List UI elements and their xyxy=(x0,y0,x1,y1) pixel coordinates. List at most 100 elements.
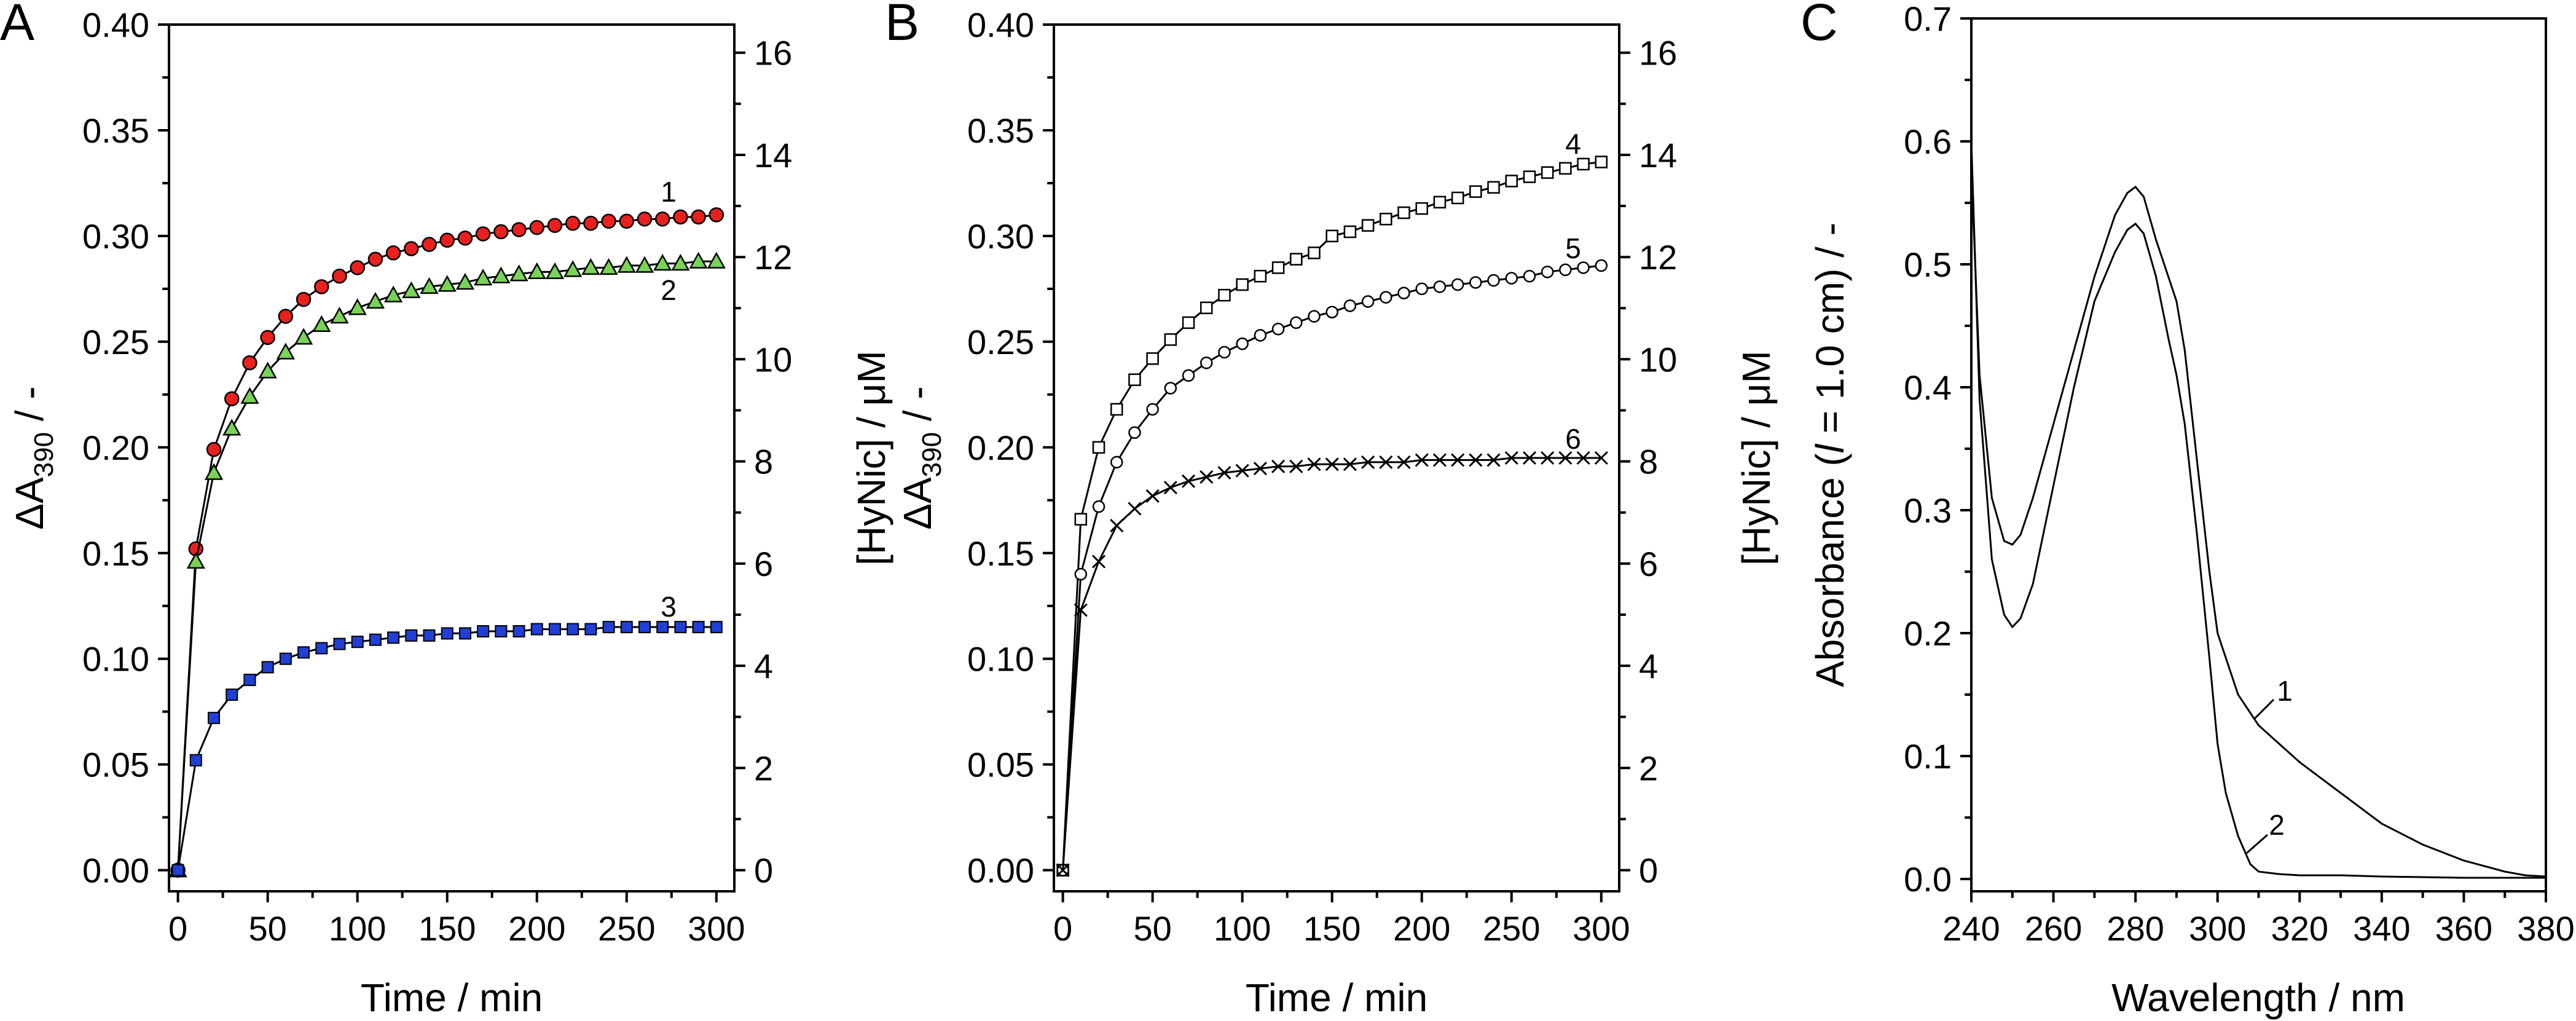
series-4-point xyxy=(1397,206,1410,219)
y-tick-label: 0.15 xyxy=(967,534,1034,573)
series-6-point xyxy=(1541,451,1555,465)
y-tick-label: 0.35 xyxy=(82,111,149,150)
y-tick-label: 0.20 xyxy=(967,428,1034,467)
series-6-point xyxy=(1325,457,1339,471)
panel-b-curve-label-5: 5 xyxy=(1565,232,1581,264)
panel-a-y-axis-title: ΔA390 / - xyxy=(7,386,59,530)
series-6-point xyxy=(1110,518,1124,533)
x-tick-label: 0 xyxy=(1053,909,1072,948)
series-6-point xyxy=(1343,457,1357,471)
series-4-point xyxy=(1361,219,1375,232)
series-5-point xyxy=(1182,369,1195,382)
series-2-point xyxy=(564,260,583,277)
series-6-point xyxy=(1522,451,1537,465)
series-3-point xyxy=(261,661,274,674)
panel-b-series xyxy=(1056,156,1608,877)
series-5-point xyxy=(1146,403,1159,416)
series-3-point xyxy=(279,652,292,665)
series-2-point xyxy=(330,307,349,324)
series-3-point xyxy=(351,636,364,648)
series-2-point xyxy=(671,254,690,271)
series-3-point xyxy=(710,621,723,634)
series-2-point xyxy=(455,272,475,290)
y-tick-label: 0.00 xyxy=(82,851,149,890)
series-4-point xyxy=(1218,288,1231,302)
panel-b-x-axis-title: Time / min xyxy=(1246,976,1427,1020)
panel-a-y-right-axis-title: [HyNic] / μM xyxy=(849,350,893,566)
series-6-point xyxy=(1361,455,1375,469)
series-1-point xyxy=(601,213,616,229)
series-6-point xyxy=(1451,453,1465,467)
y-tick-label: 0.2 xyxy=(1904,614,1952,653)
series-2-line xyxy=(1970,141,2546,879)
series-1-point xyxy=(350,260,365,275)
panel-b-plot-frame xyxy=(1053,23,1620,893)
series-4-point xyxy=(1290,253,1303,266)
series-2-point xyxy=(222,419,242,436)
series-6-point xyxy=(1217,466,1231,480)
series-5-point xyxy=(1236,337,1249,350)
x-tick-label: 100 xyxy=(329,909,386,948)
series-5-point xyxy=(1074,567,1088,581)
series-1-point xyxy=(637,211,653,227)
series-6-point xyxy=(1074,603,1088,617)
y-tick-label: 0.10 xyxy=(967,640,1034,679)
panel-a-x-ticks: 0 50 100 150 200 250 300 xyxy=(168,891,745,948)
series-2-point xyxy=(527,262,546,280)
series-4-point xyxy=(1505,175,1518,187)
series-4-point xyxy=(1451,191,1464,205)
y-tick-label: 0.30 xyxy=(82,217,149,256)
series-6-point xyxy=(1594,451,1608,465)
series-1-point xyxy=(709,207,724,223)
panel-c-y-title-part-3: = 1.0 cm) / - xyxy=(1808,223,1852,444)
y-right-tick-label: 2 xyxy=(754,749,773,787)
series-3-point xyxy=(548,623,561,636)
series-5-point xyxy=(1361,295,1375,308)
x-tick-label: 150 xyxy=(418,909,476,948)
y-tick-label: 0.5 xyxy=(1904,245,1952,284)
y-right-tick-label: 16 xyxy=(754,34,792,73)
panel-b-curve-label-6: 6 xyxy=(1565,423,1581,455)
x-tick-label: 250 xyxy=(1483,909,1540,948)
series-3-point xyxy=(387,631,400,644)
x-tick-label: 280 xyxy=(2107,909,2164,948)
series-4-point xyxy=(1487,181,1500,194)
series-1-point xyxy=(422,237,437,252)
series-1-point xyxy=(529,219,544,235)
series-3-point xyxy=(189,754,202,767)
x-tick-label: 260 xyxy=(2025,909,2082,948)
series-1-point xyxy=(332,268,347,284)
series-2-point xyxy=(402,281,421,298)
series-4-point xyxy=(1271,261,1285,274)
series-5-point xyxy=(1271,322,1285,336)
x-tick-label: 360 xyxy=(2435,909,2492,948)
series-2-point xyxy=(383,285,403,302)
panel-a-curve-label-1: 1 xyxy=(661,176,677,208)
series-1-point xyxy=(493,224,509,240)
series-6-point xyxy=(1379,455,1393,469)
y-right-tick-label: 0 xyxy=(1639,851,1658,890)
x-tick-label: 380 xyxy=(2517,909,2574,948)
y-right-tick-label: 12 xyxy=(754,238,792,277)
series-5-point xyxy=(1290,316,1303,329)
panel-b-y-ticks: 0.00 0.05 0.10 0.15 0.20 0.25 0.30 0.35 0.40 xyxy=(967,6,1054,890)
series-4-point xyxy=(1146,352,1159,365)
panel-b: B 0 50 100 150 200 250 300 0.000.050.100.150.2… xyxy=(885,0,1778,1020)
series-6-point xyxy=(1289,459,1303,473)
panel-b-y-right-axis-title: [HyNic] / μM xyxy=(1734,350,1778,566)
series-4-point xyxy=(1469,185,1482,198)
series-2-point xyxy=(581,258,600,275)
panel-c-y-ticks: 0.0 0.1 0.2 0.3 0.4 0.5 0.6 0.7 xyxy=(1904,0,1971,899)
series-2-point xyxy=(599,258,618,275)
series-2-line xyxy=(177,260,717,870)
series-3-point xyxy=(656,621,669,634)
y-tick-label: 0.05 xyxy=(967,746,1034,784)
panel-a-plot-frame xyxy=(168,23,736,893)
panel-b-y-right-ticks: 0 2 4 6 8 10 12 14 16 xyxy=(1619,34,1677,890)
x-tick-label: 50 xyxy=(1133,909,1171,948)
y-right-tick-label: 12 xyxy=(1639,238,1677,277)
series-5-point xyxy=(1200,356,1213,369)
series-6-point xyxy=(1181,474,1196,488)
y-tick-label: 0.0 xyxy=(1904,860,1952,899)
